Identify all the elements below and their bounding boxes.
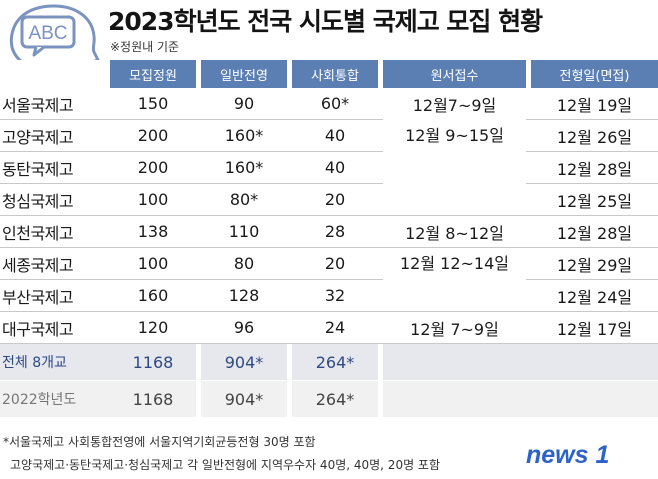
application-date-cell: 12월 7~9일 xyxy=(383,311,526,344)
table-row: 서울국제고 150 90 60* 12월7~9일 12월 19일 xyxy=(0,88,658,120)
school-name: 고양국제고 xyxy=(0,119,110,152)
news1-brand-logo: news 1 xyxy=(526,441,609,468)
header-application: 원서접수 xyxy=(383,60,526,88)
general-cell: 128 xyxy=(201,279,287,312)
school-name: 동탄국제고 xyxy=(0,151,110,184)
brand-text: news 1 xyxy=(526,441,609,468)
quota-cell: 100 xyxy=(110,247,196,280)
school-name: 세종국제고 xyxy=(0,247,110,280)
total-label: 전체 8개교 xyxy=(0,343,110,381)
table-row: 청심국제고 100 80* 20 12월 25일 xyxy=(0,183,658,216)
interview-cell: 12월 25일 xyxy=(531,183,658,216)
footnote: 고양국제고·동탄국제고·청심국제고 각 일반전형에 지역우수자 40명, 40명… xyxy=(10,458,441,472)
previous-year-label: 2022학년도 xyxy=(0,380,110,417)
application-date-cell: 12월7~9일 xyxy=(412,95,497,115)
total-quota: 1168 xyxy=(110,343,196,381)
page-subtitle: ※정원내 기준 xyxy=(110,40,180,54)
table-row: 인천국제고 138 110 28 12월 8~12일 12월 28일 xyxy=(0,215,658,248)
total-row: 전체 8개교 1168 904* 264* xyxy=(0,343,658,381)
interview-cell: 12월 28일 xyxy=(531,151,658,184)
header-quota: 모집정원 xyxy=(110,60,196,88)
table-row: 대구국제고 120 96 24 12월 7~9일 12월 17일 xyxy=(0,311,658,344)
table-row: 부산국제고 160 128 32 12월 24일 xyxy=(0,279,658,312)
interview-cell: 12월 29일 xyxy=(531,247,658,280)
quota-cell: 120 xyxy=(110,311,196,344)
quota-cell: 160 xyxy=(110,279,196,312)
total-social: 264* xyxy=(292,343,378,381)
social-cell: 40 xyxy=(292,151,378,184)
social-cell: 24 xyxy=(292,311,378,344)
prev-quota: 1168 xyxy=(110,380,196,417)
header-social: 사회통합 xyxy=(292,60,378,88)
table-header-row: 모집정원 일반전영 사회통합 원서접수 전형일(면접) xyxy=(0,60,658,88)
prev-general: 904* xyxy=(201,380,287,417)
application-date-cell: 12월 8~12일 xyxy=(383,215,526,248)
general-cell: 160* xyxy=(201,119,287,152)
social-cell: 60* xyxy=(292,88,378,120)
previous-year-row: 2022학년도 1168 904* 264* xyxy=(0,380,658,417)
interview-cell: 12월 17일 xyxy=(531,311,658,344)
table-row: 동탄국제고 200 160* 40 12월 28일 xyxy=(0,151,658,184)
header-interview: 전형일(면접) xyxy=(531,60,658,88)
general-cell: 80* xyxy=(201,183,287,216)
prev-social: 264* xyxy=(292,380,378,417)
interview-cell: 12월 26일 xyxy=(531,119,658,152)
table-row: 고양국제고 200 160* 40 12월 9~15일 12월 26일 xyxy=(0,119,658,216)
quota-cell: 200 xyxy=(110,151,196,184)
quota-cell: 138 xyxy=(110,215,196,248)
general-cell: 80 xyxy=(201,247,287,280)
footnote: *서울국제고 사회통합전영에 서울지역기회균등전형 30명 포함 xyxy=(3,435,316,449)
social-cell: 40 xyxy=(292,119,378,152)
application-date-cell: 12월 9~15일 xyxy=(383,119,526,216)
social-cell: 32 xyxy=(292,279,378,312)
admissions-table: 모집정원 일반전영 사회통합 원서접수 전형일(면접) 서울국제고 150 90… xyxy=(0,60,658,417)
general-cell: 96 xyxy=(201,311,287,344)
general-cell: 110 xyxy=(201,215,287,248)
school-name: 서울국제고 xyxy=(0,88,110,120)
page-title: 2023학년도 전국 시도별 국제고 모집 현황 xyxy=(108,7,543,36)
school-name: 부산국제고 xyxy=(0,279,110,312)
header-general: 일반전영 xyxy=(201,60,287,88)
total-general: 904* xyxy=(201,343,287,381)
general-cell: 90 xyxy=(201,88,287,120)
quota-cell: 100 xyxy=(110,183,196,216)
interview-cell: 12월 19일 xyxy=(531,88,658,120)
header-blank xyxy=(0,60,110,88)
logo-text: ABC xyxy=(28,23,67,44)
quota-cell: 150 xyxy=(110,88,196,120)
quota-cell: 200 xyxy=(110,119,196,152)
interview-cell: 12월 28일 xyxy=(531,215,658,248)
interview-cell: 12월 24일 xyxy=(531,279,658,312)
social-cell: 20 xyxy=(292,247,378,280)
social-cell: 28 xyxy=(292,215,378,248)
school-name: 청심국제고 xyxy=(0,183,110,216)
school-name: 대구국제고 xyxy=(0,311,110,344)
table-row: 세종국제고 100 80 20 12월 12~14일 12월 29일 xyxy=(0,247,658,312)
social-cell: 20 xyxy=(292,183,378,216)
school-name: 인천국제고 xyxy=(0,215,110,248)
general-cell: 160* xyxy=(201,151,287,184)
application-date-cell: 12월 12~14일 xyxy=(383,247,526,312)
